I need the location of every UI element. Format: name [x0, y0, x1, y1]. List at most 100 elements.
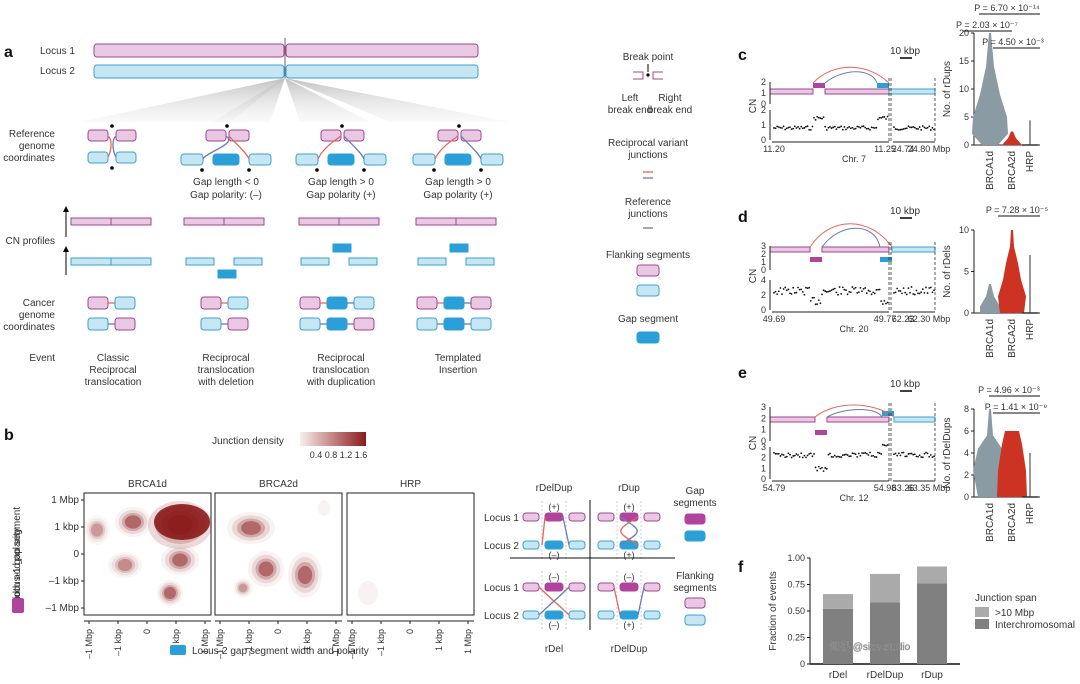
cn-data-point: [878, 116, 881, 119]
cn-data-point: [846, 293, 849, 296]
violin-axis-label: No. of rDups: [942, 61, 953, 117]
bp-dot: [646, 73, 650, 77]
density-brca2d: [235, 580, 251, 596]
cn-data-point: [837, 126, 839, 129]
cn-data-point: [822, 289, 825, 292]
legend-label-gt10mbp: >10 Mbp: [995, 608, 1035, 619]
density-brca1d: [164, 587, 176, 599]
cn-data-point: [856, 455, 859, 458]
cn-data-point: [904, 127, 907, 130]
cn-data-point: [880, 116, 883, 119]
cn-data-point: [840, 456, 843, 458]
facet-panel-BRCA2d: [214, 492, 343, 616]
cn-data-point: [784, 456, 787, 459]
cn-data-point: [773, 291, 775, 294]
gap-length-label: Gap length > 0: [425, 177, 491, 188]
ref-gap2: [327, 153, 355, 166]
facet-panel-HRP: [346, 492, 475, 616]
schematic-rdeldup-bottom-l2b: [643, 610, 661, 620]
cn-data-point: [877, 118, 879, 121]
bar-legend-title: Junction span: [975, 593, 1037, 604]
cn-data-point: [790, 293, 793, 295]
junction-2: [228, 135, 250, 160]
event-label-line: translocation: [198, 365, 255, 376]
cn-data-point: [909, 452, 911, 455]
cn-data-point: [792, 286, 795, 289]
cn-data-point: [915, 289, 918, 292]
cn-l2-right: [233, 257, 263, 266]
locus2-gap-swatch: [170, 645, 186, 655]
x-tick-label: –1 Mbp: [347, 629, 357, 659]
cn-data-point: [854, 286, 857, 289]
cn-data-point: [925, 286, 927, 289]
locus1-label: Locus 1: [40, 46, 75, 57]
legend-swatch-interchromosomal: [975, 619, 989, 629]
cn-data-point: [869, 451, 871, 454]
cn-data-point: [845, 128, 847, 131]
row-label-event: Event: [29, 353, 55, 364]
cn-data-point: [913, 293, 916, 296]
ref-l1-right: [343, 129, 365, 142]
ref-l1-left: [320, 129, 342, 142]
panel-label-f: f: [738, 559, 744, 576]
cn-data-point: [777, 452, 780, 455]
cn-data-point: [845, 453, 847, 456]
cn-data-point: [805, 125, 807, 128]
schematic-title-rdel: rDel: [545, 644, 563, 655]
can-flank: [353, 317, 375, 331]
cn-data-point: [795, 453, 798, 455]
cn-data-point: [862, 125, 865, 128]
cn-data-point: [841, 454, 844, 457]
cn-data-point: [885, 444, 887, 447]
cn-data-point: [833, 287, 836, 290]
cn-data-point: [917, 292, 919, 295]
bar-y-tick-label: 0.25: [787, 633, 805, 643]
cn-data-point: [875, 288, 878, 291]
cn-data-point: [881, 443, 884, 446]
cn-data-point: [787, 288, 790, 291]
breakpoint-dot: [457, 124, 461, 128]
cn-data-point: [781, 293, 783, 295]
cn-data-point: [893, 291, 895, 294]
cn-data-point: [854, 453, 857, 456]
schematic-rdel-g1: [544, 582, 564, 592]
cn-data-point: [929, 454, 932, 456]
gap-length-label: Gap length < 0: [193, 177, 259, 188]
cn-data-point: [905, 455, 908, 458]
violin-BRCA1d: [980, 283, 1000, 313]
y-axis-title-line: Locus-1 gap segment: [12, 507, 23, 603]
row-label-reference-line: genome: [19, 141, 56, 152]
cn-data-point: [881, 303, 884, 305]
junction-arc: [812, 66, 890, 84]
cn-x-tick: 49.69: [763, 314, 786, 324]
ref-l1-right: [115, 129, 137, 142]
violin-tick-label: 0: [964, 140, 969, 150]
cn-data-point: [904, 291, 907, 294]
cn-data-point: [907, 125, 910, 127]
cn-data-point: [880, 453, 883, 455]
legend-reference-junctions-line: junctions: [627, 209, 667, 220]
cn-data-point: [869, 128, 871, 131]
ref-l2-right: [115, 151, 137, 164]
fan-1: [212, 78, 285, 122]
schematic-rdup-l1b: [643, 512, 661, 522]
bar-x-tick-label: rDel: [829, 670, 847, 681]
cn-data-point: [827, 290, 830, 293]
cn-data-point: [862, 287, 865, 290]
schematic-title-rdup: rDup: [618, 483, 640, 494]
cn-x-tick: 24.80 Mbp: [908, 144, 951, 154]
cn-data-point: [841, 128, 844, 131]
cn-bottom-tick: 0: [761, 305, 766, 315]
locus2-right-bar: [285, 64, 479, 79]
cn-data-point: [843, 288, 846, 291]
schematic-title-rdeldup-bottom: rDelDup: [611, 644, 648, 655]
density-brca1d: [157, 580, 183, 606]
ref-l1-right: [228, 129, 250, 142]
cn-data-point: [776, 293, 779, 296]
cn-data-point: [803, 454, 806, 457]
cn-data-point: [773, 127, 775, 129]
cn-x-tick: 54.98: [874, 483, 897, 493]
bar-rDel-10Mbp: [823, 594, 853, 609]
cn-data-point: [918, 454, 921, 457]
